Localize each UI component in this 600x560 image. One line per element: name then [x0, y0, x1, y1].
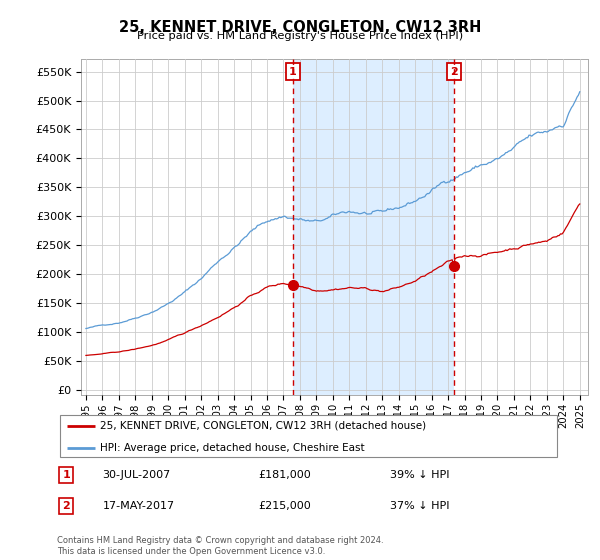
- Text: 2: 2: [62, 501, 70, 511]
- Text: 1: 1: [62, 470, 70, 480]
- Text: Contains HM Land Registry data © Crown copyright and database right 2024.
This d: Contains HM Land Registry data © Crown c…: [57, 536, 383, 556]
- Text: 2: 2: [450, 67, 458, 77]
- FancyBboxPatch shape: [59, 415, 557, 458]
- Text: 17-MAY-2017: 17-MAY-2017: [103, 501, 175, 511]
- Text: 1: 1: [289, 67, 297, 77]
- Text: 39% ↓ HPI: 39% ↓ HPI: [389, 470, 449, 480]
- Text: £181,000: £181,000: [259, 470, 311, 480]
- Text: Price paid vs. HM Land Registry's House Price Index (HPI): Price paid vs. HM Land Registry's House …: [137, 31, 463, 41]
- Text: 37% ↓ HPI: 37% ↓ HPI: [389, 501, 449, 511]
- Text: HPI: Average price, detached house, Cheshire East: HPI: Average price, detached house, Ches…: [100, 443, 364, 452]
- Text: £215,000: £215,000: [259, 501, 311, 511]
- Text: 25, KENNET DRIVE, CONGLETON, CW12 3RH (detached house): 25, KENNET DRIVE, CONGLETON, CW12 3RH (d…: [100, 421, 426, 431]
- Bar: [293, 59, 454, 395]
- Text: 30-JUL-2007: 30-JUL-2007: [103, 470, 170, 480]
- Text: 25, KENNET DRIVE, CONGLETON, CW12 3RH: 25, KENNET DRIVE, CONGLETON, CW12 3RH: [119, 20, 481, 35]
